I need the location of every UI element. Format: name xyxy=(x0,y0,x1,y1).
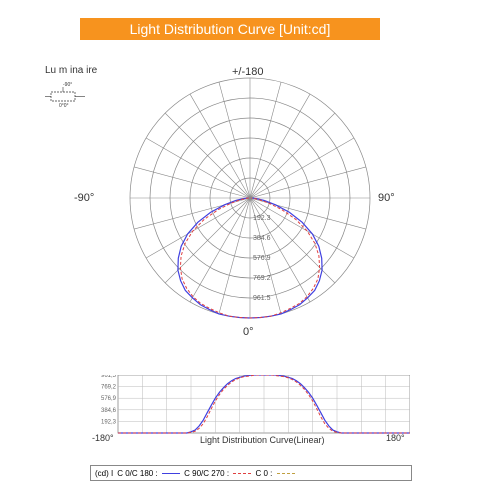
svg-text:384.6: 384.6 xyxy=(253,235,271,242)
luminaire-label: Lu m ina ire xyxy=(45,65,97,76)
svg-text:769,2: 769,2 xyxy=(101,385,117,391)
legend-label: C 0 : xyxy=(253,469,274,478)
svg-text:961.5: 961.5 xyxy=(253,295,271,302)
svg-text:961,5: 961,5 xyxy=(101,375,117,379)
legend-swatch xyxy=(277,473,295,474)
legend-items: C 0/C 180 : C 90/C 270 : C 0 : xyxy=(117,469,296,478)
svg-text:576.9: 576.9 xyxy=(253,255,271,262)
svg-text:384,6: 384,6 xyxy=(101,408,117,414)
legend-swatch xyxy=(233,473,251,474)
svg-text:192,3: 192,3 xyxy=(101,419,117,425)
legend-swatch xyxy=(162,473,180,474)
chart-legend: (cd) I C 0/C 180 : C 90/C 270 : C 0 : xyxy=(90,465,412,481)
polar-svg: 192.3 384.6 576.9 769.2 961.5 xyxy=(100,68,400,348)
legend-unit: (cd) I xyxy=(91,469,117,478)
svg-text:769.2: 769.2 xyxy=(253,275,271,282)
x-label-left: -180° xyxy=(92,433,114,443)
polar-chart: +/-180 -90° 90° 0° 192.3384.6576.9769.29… xyxy=(100,68,400,368)
angle-label-left: -90° xyxy=(74,192,94,204)
legend-label: C 90/C 270 : xyxy=(182,469,231,478)
title-text: Light Distribution Curve [Unit:cd] xyxy=(130,21,331,37)
angle-label-top: +/-180 xyxy=(232,66,264,78)
angle-label-bottom: 0° xyxy=(243,326,254,338)
svg-text:0°0°: 0°0° xyxy=(59,103,69,108)
svg-text:192.3: 192.3 xyxy=(253,215,271,222)
title-banner: Light Distribution Curve [Unit:cd] xyxy=(80,18,380,40)
linear-chart: 192,3 384,6 576,9 769,2 961,5 Light Distribu… xyxy=(90,375,410,460)
angle-label-right: 90° xyxy=(378,192,395,204)
luminaire-icon: -90° 0°0° xyxy=(45,80,81,98)
x-label-right: 180° xyxy=(386,433,405,443)
svg-text:576,9: 576,9 xyxy=(101,396,117,402)
svg-text:-90°: -90° xyxy=(63,82,72,88)
linear-title: Light Distribution Curve(Linear) xyxy=(200,435,325,445)
luminaire-block: Lu m ina ire -90° 0°0° xyxy=(45,65,97,98)
legend-label: C 0/C 180 : xyxy=(117,469,160,478)
